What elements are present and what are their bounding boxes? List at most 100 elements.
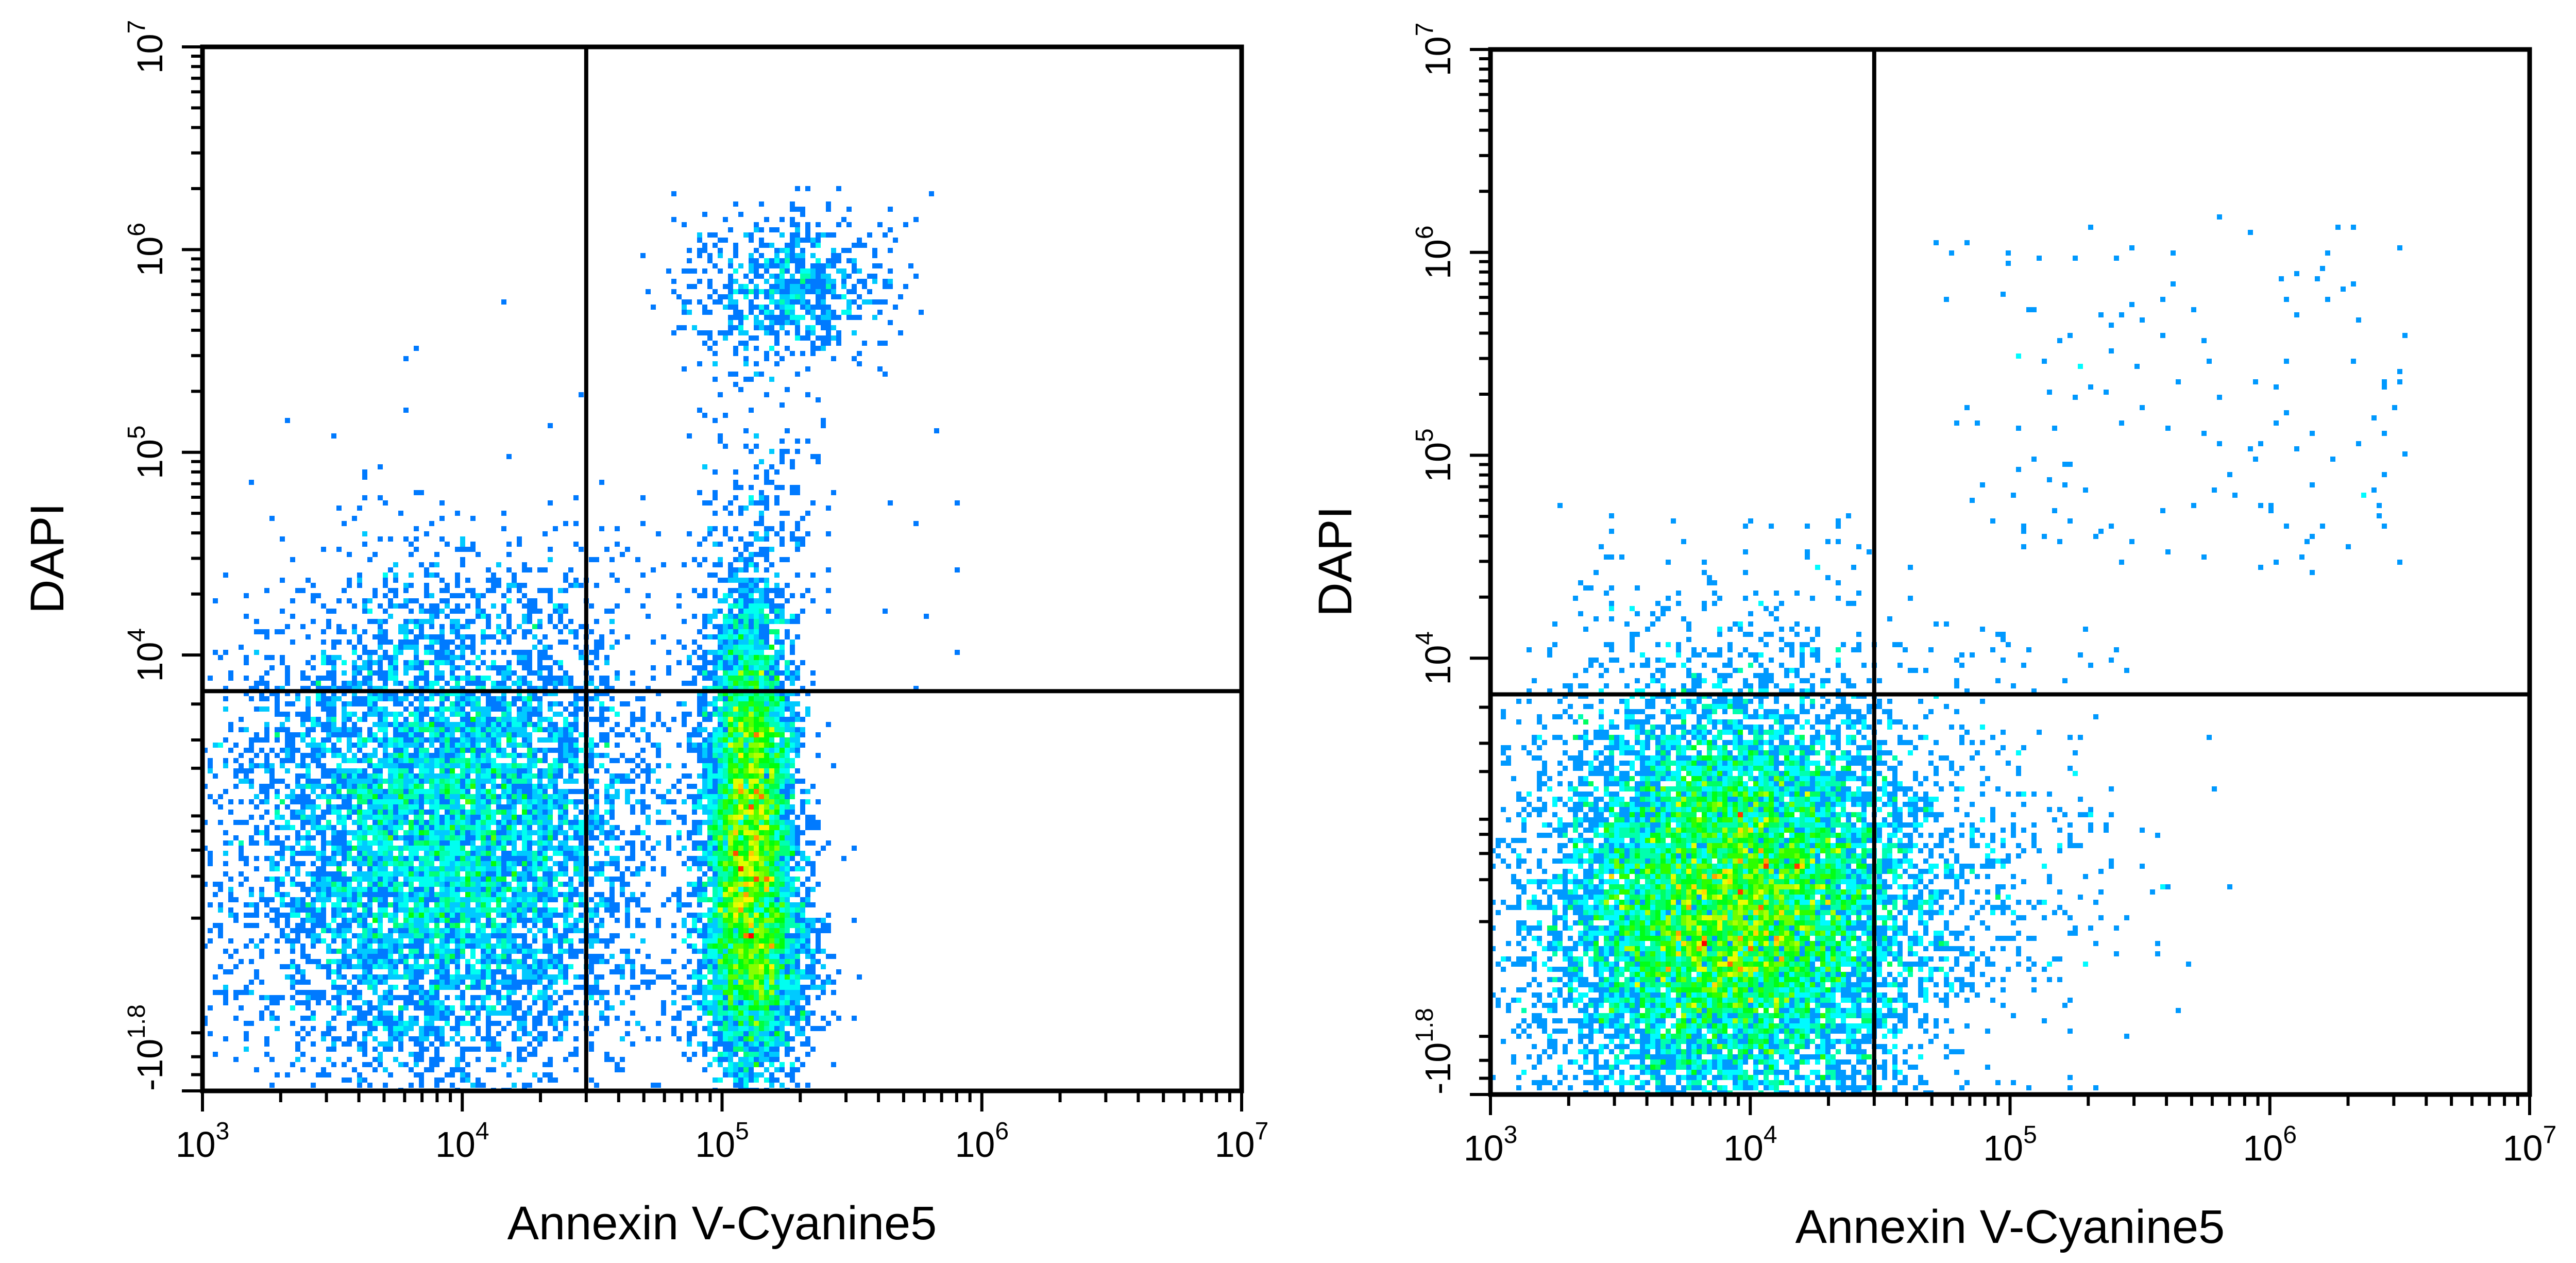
density-dot [398, 737, 403, 743]
density-dot [599, 871, 604, 877]
density-dot [342, 686, 347, 691]
density-dot [506, 913, 512, 918]
density-dot [434, 918, 439, 923]
density-dot [661, 634, 666, 639]
density-dot [553, 954, 558, 959]
density-dot [553, 825, 558, 830]
density-dot [640, 768, 646, 773]
density-dot [630, 1011, 635, 1016]
density-dot [311, 593, 316, 598]
density-dot [388, 985, 393, 990]
density-dot [512, 737, 517, 743]
density-dot [738, 1041, 743, 1047]
density-dot [372, 897, 378, 902]
density-dot [419, 871, 424, 877]
density-dot [599, 717, 604, 722]
density-dot [388, 1016, 393, 1021]
density-dot [496, 923, 501, 928]
density-dot [434, 799, 439, 804]
density-dot [713, 670, 718, 676]
density-dot [470, 634, 476, 639]
density-dot [543, 866, 548, 871]
density-dot [774, 846, 779, 851]
density-dot [393, 676, 398, 681]
density-dot [362, 737, 367, 743]
density-dot [218, 794, 223, 799]
density-dot [517, 763, 522, 768]
density-dot [285, 1072, 290, 1077]
density-dot [579, 851, 584, 856]
density-dot [254, 794, 259, 799]
density-dot [239, 851, 244, 856]
density-dot [254, 737, 259, 743]
density-dot [481, 634, 486, 639]
density-dot [434, 639, 439, 645]
density-dot [620, 779, 625, 784]
density-dot [223, 985, 228, 990]
density-dot [393, 944, 398, 949]
density-dot [331, 804, 336, 810]
density-dot [254, 902, 259, 907]
density-dot [455, 712, 460, 717]
density-dot [470, 676, 476, 681]
density-dot [409, 944, 414, 949]
density-dot [568, 768, 573, 773]
density-dot [692, 804, 697, 810]
density-dot [465, 773, 470, 779]
density-dot [543, 820, 548, 825]
density-dot [764, 810, 769, 815]
density-dot [233, 758, 239, 763]
density-dot [300, 686, 306, 691]
density-dot [280, 846, 285, 851]
density-dot [465, 1005, 470, 1011]
density-dot [295, 969, 300, 974]
density-dot [419, 944, 424, 949]
density-dot [764, 784, 769, 789]
density-dot [367, 825, 372, 830]
density-dot [501, 830, 506, 835]
density-dot [470, 779, 476, 784]
density-dot [476, 737, 481, 743]
density-dot [336, 1036, 342, 1041]
density-dot [558, 603, 563, 609]
density-dot [754, 763, 759, 768]
density-dot [543, 959, 548, 964]
density-dot [439, 825, 445, 830]
density-dot [311, 789, 316, 794]
density-dot [501, 779, 506, 784]
density-dot [692, 923, 697, 928]
density-dot [398, 789, 403, 794]
density-dot [491, 959, 496, 964]
density-dot [568, 712, 573, 717]
density-dot [419, 897, 424, 902]
density-dot [439, 897, 445, 902]
density-dot [388, 882, 393, 887]
density-dot [481, 732, 486, 737]
density-dot [264, 1052, 269, 1057]
density-dot [403, 737, 409, 743]
density-dot [749, 969, 754, 974]
density-dot [269, 748, 275, 753]
density-dot [558, 913, 563, 918]
density-dot [573, 918, 579, 923]
density-dot [476, 598, 481, 603]
density-dot [424, 1031, 429, 1036]
density-dot [589, 882, 594, 887]
density-dot [326, 686, 331, 691]
density-dot [496, 737, 501, 743]
density-dot [403, 820, 409, 825]
density-dot [295, 882, 300, 887]
density-dot [331, 712, 336, 717]
density-dot [604, 743, 609, 748]
density-dot [403, 1021, 409, 1026]
density-dot [326, 748, 331, 753]
density-dot [470, 974, 476, 980]
density-dot [429, 954, 434, 959]
density-dot [367, 779, 372, 784]
density-dot [331, 753, 336, 758]
density-dot [512, 1031, 517, 1036]
density-dot [259, 676, 264, 681]
density-dot [486, 676, 491, 681]
density-dot [543, 913, 548, 918]
density-dot [342, 717, 347, 722]
